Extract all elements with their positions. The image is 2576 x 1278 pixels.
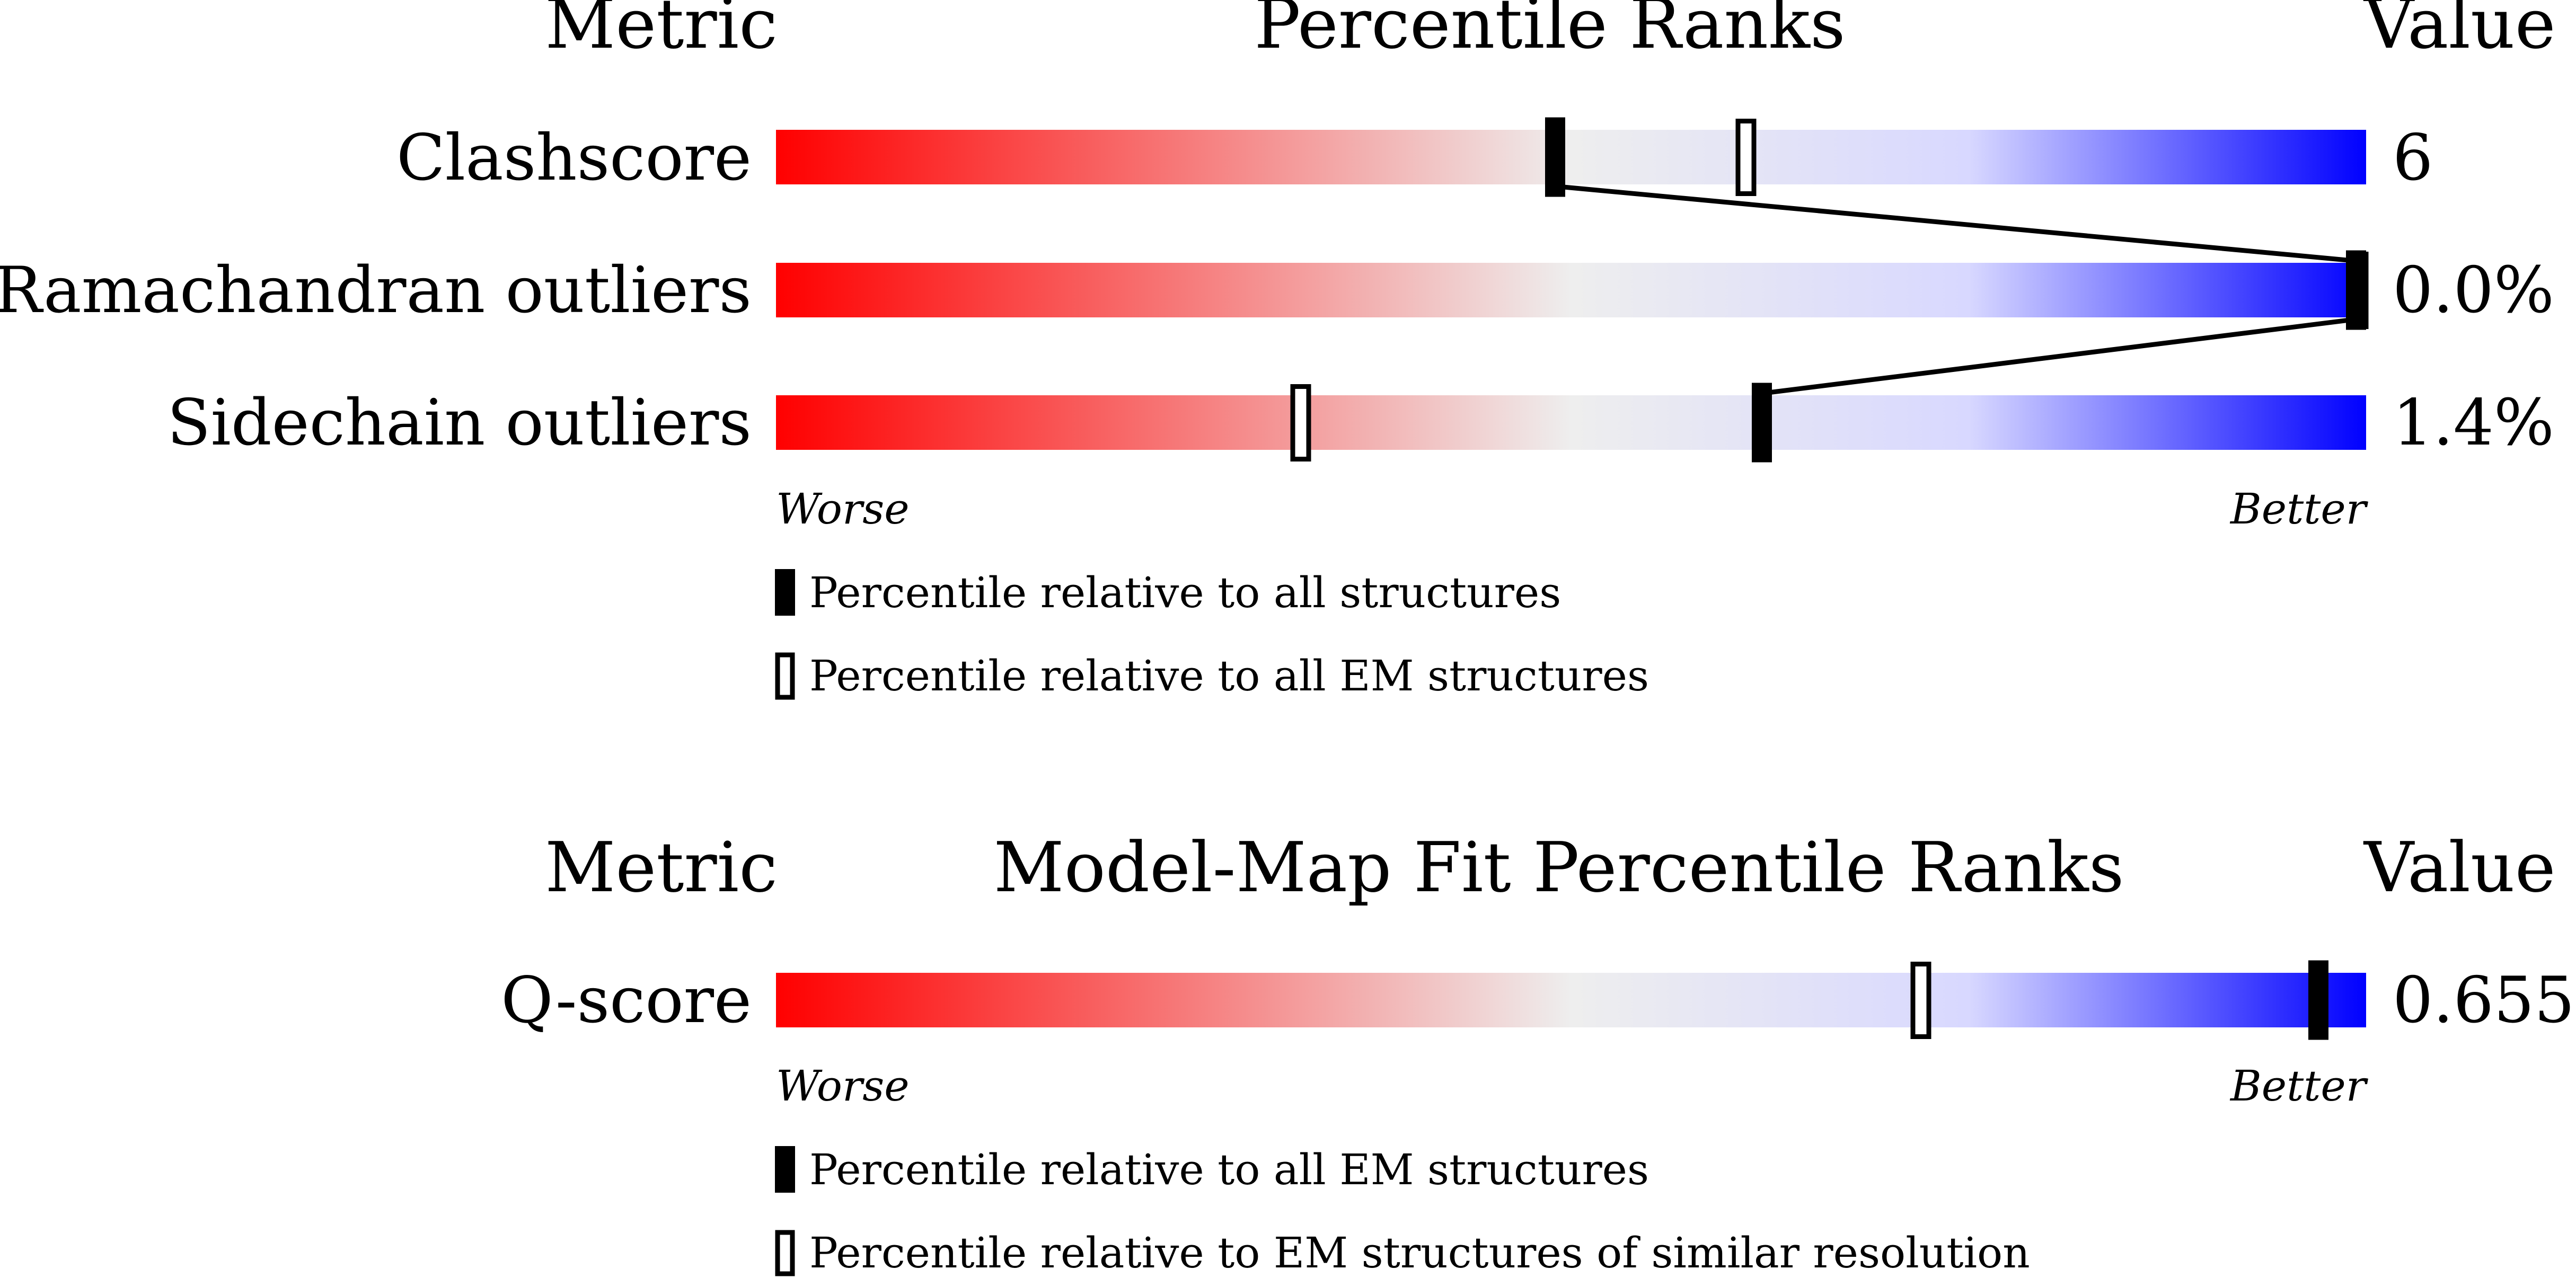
row-label-clashscore: Clashscore	[396, 121, 752, 195]
gradient-bar-sidechain	[776, 395, 2366, 450]
em-percentile-marker-sidechain	[1290, 384, 1311, 462]
legend-all-em-structures: Percentile relative to all EM structures	[809, 651, 1649, 700]
panel2-value-header: Value	[2363, 827, 2556, 908]
panel2-worse-label: Worse	[776, 1061, 910, 1111]
legend-all-structures: Percentile relative to all structures	[809, 568, 1561, 617]
panel1-value-header: Value	[2363, 0, 2556, 64]
gradient-bar-clashscore	[776, 130, 2366, 184]
gradient-bar-q-score	[776, 973, 2366, 1027]
panel1-title: Percentile Ranks	[1254, 0, 1845, 64]
percentile-marker-q-score	[2308, 960, 2328, 1040]
panel2-title: Model-Map Fit Percentile Ranks	[994, 827, 2124, 908]
em-percentile-marker-q-score	[1910, 962, 1931, 1039]
legend-similar-resolution: Percentile relative to EM structures of …	[809, 1228, 2030, 1277]
panel1-metric-header: Metric	[545, 0, 778, 64]
row-value-clashscore: 6	[2393, 121, 2433, 195]
legend-all-em-structures-q: Percentile relative to all EM structures	[809, 1145, 1649, 1194]
row-label-q-score: Q-score	[501, 964, 752, 1037]
row-label-ramachandran: Ramachandran outliers	[0, 254, 752, 327]
percentile-marker-ramachandran	[2346, 250, 2366, 330]
panel1-better-label: Better	[2229, 484, 2369, 534]
panel2-better-label: Better	[2229, 1061, 2369, 1111]
panel2-metric-header: Metric	[545, 827, 778, 908]
legend2-filled-marker	[775, 1146, 795, 1193]
panel1-worse-label: Worse	[776, 484, 910, 534]
row-label-sidechain: Sidechain outliers	[167, 386, 752, 460]
percentile-marker-clashscore	[1545, 117, 1565, 197]
legend-open-marker	[775, 652, 795, 700]
em-percentile-marker-clashscore	[1735, 119, 1757, 196]
gradient-bar-ramachandran	[776, 263, 2366, 317]
row-value-q-score: 0.655	[2393, 964, 2575, 1037]
legend2-open-marker	[775, 1230, 795, 1276]
row-value-sidechain: 1.4%	[2393, 386, 2554, 460]
legend-filled-marker	[775, 569, 795, 616]
row-value-ramachandran: 0.0%	[2393, 254, 2554, 327]
percentile-marker-sidechain	[1752, 383, 1772, 463]
